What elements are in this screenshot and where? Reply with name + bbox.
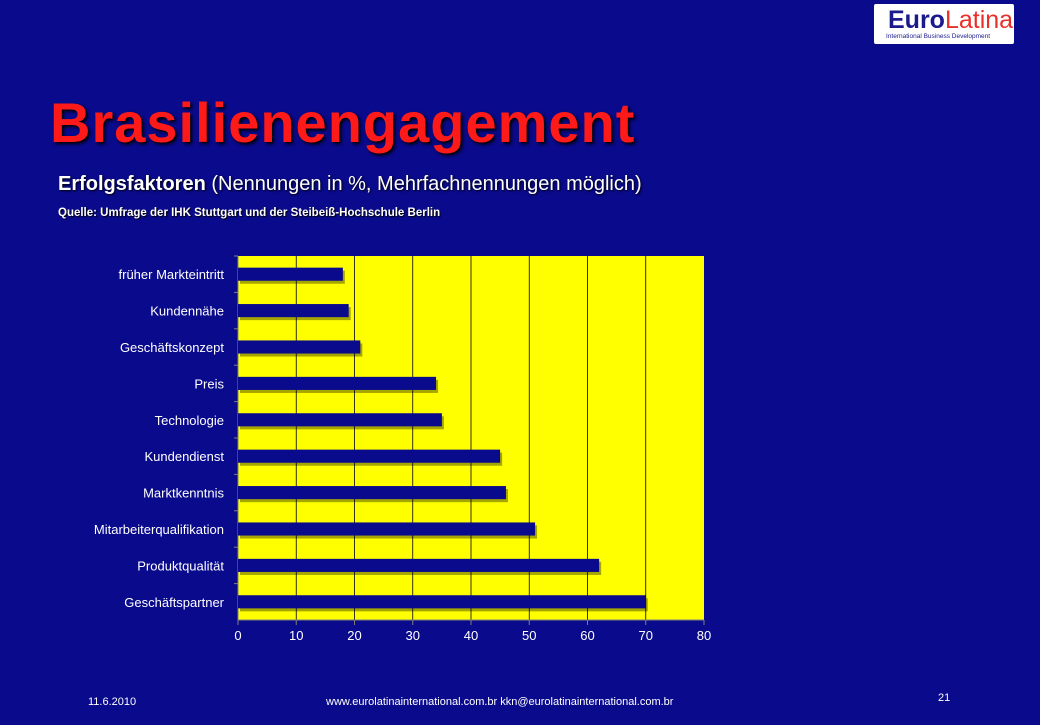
x-tick-label: 60	[580, 628, 594, 643]
category-label: Marktkenntnis	[143, 486, 224, 501]
category-label: Mitarbeiterqualifikation	[94, 522, 224, 537]
x-tick-label: 20	[347, 628, 361, 643]
bar	[238, 413, 442, 427]
x-tick-label: 40	[464, 628, 478, 643]
source-note: Quelle: Umfrage der IHK Stuttgart und de…	[58, 207, 441, 219]
x-tick-label: 50	[522, 628, 536, 643]
slide-title: Brasilienengagement	[50, 91, 636, 154]
x-tick-label: 0	[234, 628, 241, 643]
logo-euro: Euro	[888, 6, 945, 34]
category-label: Produktqualität	[137, 558, 224, 573]
x-tick-label: 80	[697, 628, 711, 643]
x-tick-label: 30	[406, 628, 420, 643]
slide-subtitle: Erfolgsfaktoren (Nennungen in %, Mehrfac…	[58, 173, 642, 196]
bar	[238, 267, 343, 281]
footer-contact: www.eurolatinainternational.com.br kkn@e…	[326, 696, 674, 708]
logo-wordmark: EuroLatina	[888, 6, 1013, 34]
logo-tagline: International Business Development	[886, 33, 991, 40]
subtitle-bold: Erfolgsfaktoren	[58, 173, 206, 195]
category-label: Kundennähe	[150, 304, 224, 319]
subtitle-rest: (Nennungen in %, Mehrfachnennungen mögli…	[205, 173, 642, 195]
logo-latina: Latina	[944, 6, 1014, 34]
bar	[238, 304, 349, 318]
bar	[238, 595, 646, 609]
bar	[238, 558, 600, 572]
bar	[238, 340, 361, 354]
eurolatina-logo: EuroLatina International Business Develo…	[874, 4, 1014, 44]
x-tick-label: 10	[289, 628, 303, 643]
x-tick-label: 70	[639, 628, 653, 643]
page-number: 21	[938, 692, 951, 704]
bar	[238, 486, 506, 500]
category-label: Preis	[194, 376, 224, 391]
category-label: Geschäftskonzept	[120, 340, 224, 355]
category-label: Kundendienst	[144, 449, 224, 464]
bar	[238, 376, 437, 390]
category-label: Technologie	[155, 413, 224, 428]
category-label: Geschäftspartner	[124, 595, 224, 610]
footer-date: 11.6.2010	[88, 696, 137, 708]
bar	[238, 449, 501, 463]
category-label: früher Markteintritt	[119, 267, 225, 282]
bar	[238, 522, 536, 536]
